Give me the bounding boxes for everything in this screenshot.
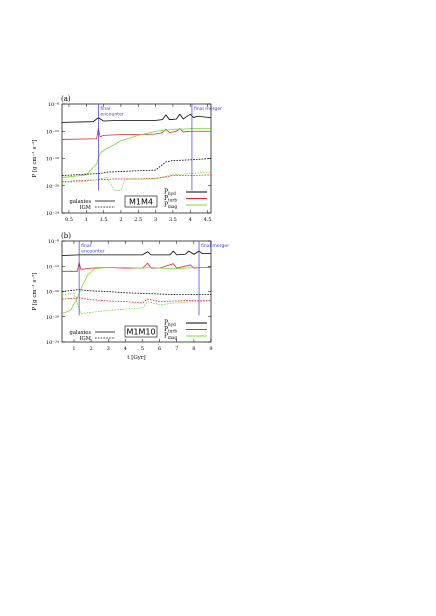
run-label: M1M4 bbox=[129, 197, 153, 206]
run-label-box bbox=[124, 325, 158, 338]
legend-label-mag: Pmag bbox=[164, 333, 178, 340]
x-tick-label: 8 bbox=[192, 346, 195, 352]
x-tick-label: 5 bbox=[141, 346, 144, 352]
x-axis-label: t [Gyr] bbox=[127, 355, 145, 361]
legend-label-hyd: Phyd bbox=[164, 320, 176, 327]
event-label: final merger bbox=[201, 243, 229, 249]
y-tick-label: 10⁻⁸ bbox=[48, 239, 59, 245]
x-tick-label: 2 bbox=[119, 217, 122, 223]
series-p-mag-galaxies bbox=[62, 128, 211, 178]
x-tick-label: 3.5 bbox=[169, 217, 177, 223]
series-p-turb-igm bbox=[62, 174, 211, 183]
panel-a: (a)10⁻⁸ 10⁻¹² 10⁻¹⁶ 10⁻²⁰ 10⁻²⁴ 0.5 1 1.5 2 2.5 3 3… bbox=[31, 95, 222, 223]
x-tick-label: 9 bbox=[209, 346, 212, 352]
event-label: final merger bbox=[194, 106, 222, 112]
y-tick-label: 10⁻⁸ bbox=[48, 102, 59, 108]
series-p-turb-igm bbox=[62, 297, 211, 304]
y-axis-label: P [g cm⁻¹ s⁻²] bbox=[31, 139, 38, 177]
series-p-hyd-galaxies bbox=[62, 113, 211, 123]
legend-label-igm: IGM bbox=[79, 336, 91, 342]
series-p-turb-galaxies bbox=[62, 127, 211, 140]
event-label: final bbox=[100, 106, 110, 112]
x-tick-label: 0.5 bbox=[65, 217, 73, 223]
y-axis-label: P [g cm⁻¹ s⁻²] bbox=[31, 272, 38, 310]
y-tick-label: 10⁻²⁰ bbox=[46, 184, 59, 190]
legend-label-turb: Pturb bbox=[164, 326, 177, 333]
series-p-hyd-galaxies bbox=[62, 250, 211, 256]
x-tick-label: 4.5 bbox=[204, 217, 212, 223]
event-label: encounter bbox=[100, 112, 124, 118]
panel-label: (a) bbox=[61, 95, 71, 103]
run-label-box bbox=[124, 195, 158, 208]
x-tick-label: 3 bbox=[154, 217, 157, 223]
panel-b: (b)10⁻⁸ 10⁻¹² 10⁻¹⁶ 10⁻²⁰ 10⁻²⁴ 1 2 3 4 5 6 7 8 9 P [g… bbox=[31, 232, 229, 361]
x-tick-label: 4 bbox=[124, 346, 127, 352]
x-tick-label: 2 bbox=[90, 346, 93, 352]
y-tick-label: 10⁻¹² bbox=[46, 129, 59, 135]
x-tick-label: 4 bbox=[189, 217, 192, 223]
y-tick-label: 10⁻²⁴ bbox=[46, 340, 59, 346]
series-p-mag-igm bbox=[62, 292, 211, 315]
x-tick-label: 7 bbox=[175, 346, 178, 352]
legend-label-mag: Pmag bbox=[164, 202, 178, 209]
y-tick-label: 10⁻¹⁶ bbox=[46, 290, 59, 296]
x-tick-label: 1 bbox=[72, 346, 75, 352]
series-p-turb-galaxies bbox=[62, 262, 211, 272]
y-tick-label: 10⁻²⁴ bbox=[46, 211, 59, 217]
y-tick-label: 10⁻¹² bbox=[46, 264, 59, 270]
y-tick-label: 10⁻¹⁶ bbox=[46, 157, 59, 163]
legend-label-galaxies: galaxies bbox=[70, 199, 92, 205]
event-label: final bbox=[81, 243, 91, 249]
series-p-hyd-igm bbox=[62, 289, 211, 296]
series-p-mag-igm bbox=[62, 171, 211, 191]
run-label: M1M10 bbox=[126, 327, 155, 336]
event-label: encounter bbox=[81, 249, 105, 255]
legend-label-igm: IGM bbox=[79, 205, 91, 211]
series-p-hyd-igm bbox=[62, 158, 211, 176]
x-tick-label: 3 bbox=[107, 346, 110, 352]
legend-label-galaxies: galaxies bbox=[70, 330, 92, 336]
legend-label-hyd: Phyd bbox=[164, 189, 176, 196]
x-tick-label: 1 bbox=[85, 217, 88, 223]
panel-label: (b) bbox=[61, 232, 71, 240]
x-tick-label: 1.5 bbox=[100, 217, 108, 223]
x-tick-label: 6 bbox=[158, 346, 161, 352]
x-tick-label: 2.5 bbox=[134, 217, 142, 223]
legend-label-turb: Pturb bbox=[164, 195, 177, 202]
y-tick-label: 10⁻²⁰ bbox=[46, 315, 59, 321]
